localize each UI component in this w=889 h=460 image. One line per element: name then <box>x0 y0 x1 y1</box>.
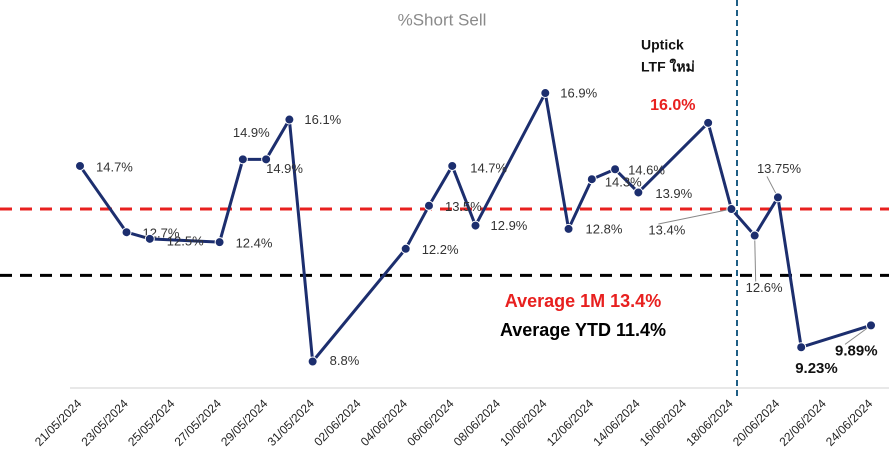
data-label: 14.9% <box>233 125 270 140</box>
data-label: 12.4% <box>236 236 273 251</box>
data-label: 13.75% <box>757 161 802 176</box>
leader-line <box>754 235 757 282</box>
data-label: 13.4% <box>648 222 685 237</box>
point <box>75 160 85 171</box>
point <box>423 200 434 211</box>
data-label: 12.2% <box>422 242 459 257</box>
point <box>610 164 621 175</box>
data-label: 12.5% <box>167 233 204 248</box>
leader-line <box>844 324 872 345</box>
data-label: 13.9% <box>655 186 692 201</box>
point <box>633 187 644 198</box>
point <box>447 160 458 171</box>
data-label: 14.3% <box>605 175 642 190</box>
data-label: 14.6% <box>628 163 665 178</box>
point <box>307 356 318 367</box>
point <box>586 174 597 185</box>
data-label: 14.7% <box>96 159 133 174</box>
point <box>144 233 155 244</box>
data-label: 12.9% <box>491 218 528 233</box>
point <box>261 154 272 165</box>
point <box>772 192 783 203</box>
leader-line <box>658 208 732 225</box>
point <box>470 220 481 231</box>
point <box>563 223 574 234</box>
point <box>866 320 876 331</box>
point <box>214 237 225 248</box>
data-label: 13.5% <box>445 199 482 214</box>
point <box>121 227 132 238</box>
data-label: 9.23% <box>795 360 838 377</box>
point <box>540 88 551 99</box>
data-label: 16.9% <box>560 85 597 100</box>
point <box>237 154 248 165</box>
reference-label: Average YTD 11.4% <box>500 320 666 340</box>
annotation: LTF ใหม่ <box>641 58 695 75</box>
data-label: 16.1% <box>304 112 341 127</box>
data-label: 16.0% <box>650 97 695 114</box>
point <box>796 342 807 353</box>
data-label: 14.7% <box>470 160 507 175</box>
point <box>400 243 411 254</box>
reference-label: Average 1M 13.4% <box>505 291 661 311</box>
data-label: 8.8% <box>330 353 360 368</box>
data-label: 12.6% <box>746 280 783 295</box>
point <box>726 204 737 215</box>
data-label: 12.8% <box>586 221 623 236</box>
point <box>284 114 295 125</box>
data-label: 14.9% <box>266 161 303 176</box>
annotation: Uptick <box>641 37 684 53</box>
point <box>703 117 714 128</box>
data-label: 9.89% <box>835 342 878 359</box>
chart-title: %Short Sell <box>398 10 487 29</box>
point <box>749 230 760 241</box>
